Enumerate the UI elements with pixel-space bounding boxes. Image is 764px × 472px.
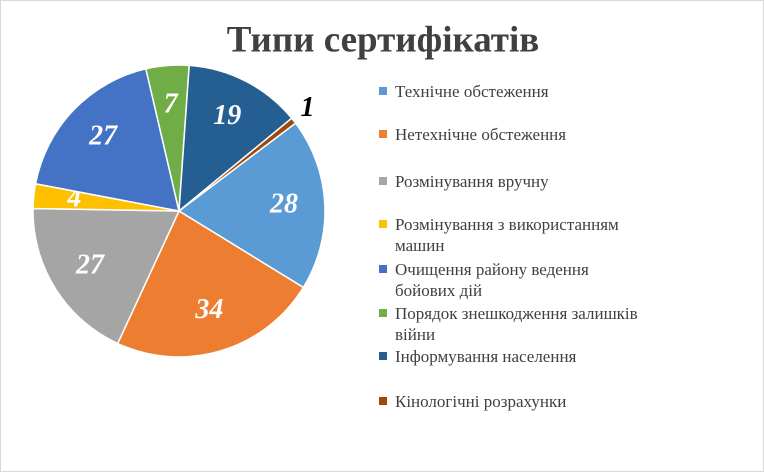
legend-label: Очищення району ведення бойових дій <box>395 260 589 300</box>
legend-swatch <box>379 352 387 360</box>
legend-swatch <box>379 309 387 317</box>
legend-label: Кінологічні розрахунки <box>395 392 567 411</box>
legend-label: Порядок знешкодження залишків війни <box>395 304 638 344</box>
data-label: 27 <box>88 121 118 152</box>
pie-slice <box>178 64 293 213</box>
legend-item: Кінологічні розрахунки <box>379 391 645 412</box>
data-label: 19 <box>213 100 241 131</box>
legend-item: Нетехнічне обстеження <box>379 124 645 145</box>
legend-label: Технічне обстеження <box>395 82 549 101</box>
legend-swatch <box>379 87 387 95</box>
legend-swatch <box>379 397 387 405</box>
legend-item: Очищення району ведення бойових дій <box>379 259 645 301</box>
legend-item: Інформування населення <box>379 346 645 367</box>
legend-label: Нетехнічне обстеження <box>395 125 567 144</box>
legend-label: Розмінування з використанням машин <box>395 215 619 255</box>
legend-swatch <box>379 177 387 185</box>
data-label: 1 <box>300 92 314 123</box>
data-label: 34 <box>194 294 223 325</box>
pie-slice <box>178 117 297 212</box>
legend-item: Розмінування вручну <box>379 171 645 192</box>
data-label: 7 <box>164 89 179 120</box>
legend-item: Розмінування з використанням машин <box>379 214 645 256</box>
pie-slice <box>34 67 180 212</box>
legend-item: Технічне обстеження <box>379 81 645 102</box>
data-label: 27 <box>75 249 105 280</box>
legend-item: Порядок знешкодження залишків війни <box>379 303 645 345</box>
legend-swatch <box>379 220 387 228</box>
chart-title: Типи сертифікатів <box>227 19 539 60</box>
legend-label: Розмінування вручну <box>395 172 549 191</box>
pie-slice <box>116 209 305 358</box>
pie-slice <box>177 122 326 289</box>
legend-label: Інформування населення <box>395 347 577 366</box>
pie-slice <box>32 207 181 345</box>
legend-swatch <box>379 130 387 138</box>
data-label: 28 <box>269 188 298 219</box>
legend-swatch <box>379 265 387 273</box>
